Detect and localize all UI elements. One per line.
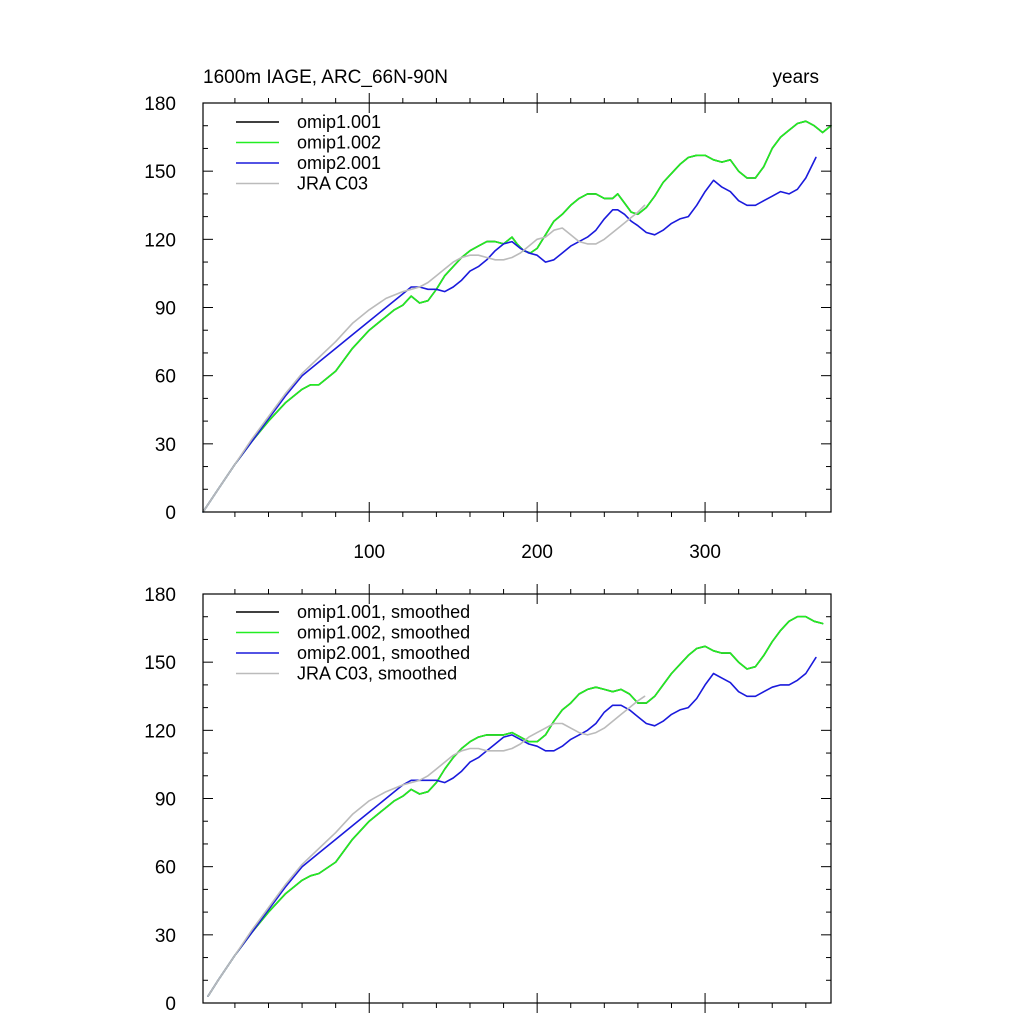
legend-label: omip2.001 [297,153,381,173]
legend-label: omip1.002 [297,133,381,153]
y-tick-label: 180 [144,94,176,115]
legend-label: omip1.001, smoothed [297,602,470,622]
legend-label: JRA C03 [297,174,368,194]
bottom-panel: 0 30 60 90 120 150 180 omip1.001, smoothedomip1… [144,584,832,1015]
top-panel: 1600m IAGE, ARC_66N-90N years 0 30 60 90 120… [144,67,832,563]
x-tick-label: 200 [521,542,553,563]
y-tick-label: 150 [144,162,176,183]
y-tick-label: 0 [165,994,176,1015]
y-tick-label: 60 [155,367,176,388]
series-line-1 [202,120,832,513]
series-line-3 [202,204,646,513]
y-tick-label: 90 [155,790,176,811]
y-tick-label: 60 [155,858,176,879]
legend-label: omip2.001, smoothed [297,643,470,663]
legend-label: JRA C03, smoothed [297,664,457,684]
panel-title: 1600m IAGE, ARC_66N-90N [203,67,448,88]
series-line-3 [207,695,646,998]
y-tick-label: 150 [144,653,176,674]
x-tick-label: 300 [689,542,721,563]
legend-label: omip1.001 [297,112,381,132]
series-line-2 [202,156,817,513]
y-tick-label: 180 [144,585,176,606]
y-tick-label: 0 [165,503,176,524]
panel-units-label: years [773,67,819,88]
legend-label: omip1.002, smoothed [297,623,470,643]
x-tick-label: 100 [353,542,385,563]
series-line-2 [207,656,817,998]
y-tick-label: 30 [155,926,176,947]
y-tick-label: 120 [144,721,176,742]
y-tick-label: 30 [155,435,176,456]
series-line-1 [207,615,824,998]
y-tick-label: 120 [144,230,176,251]
y-tick-label: 90 [155,299,176,320]
